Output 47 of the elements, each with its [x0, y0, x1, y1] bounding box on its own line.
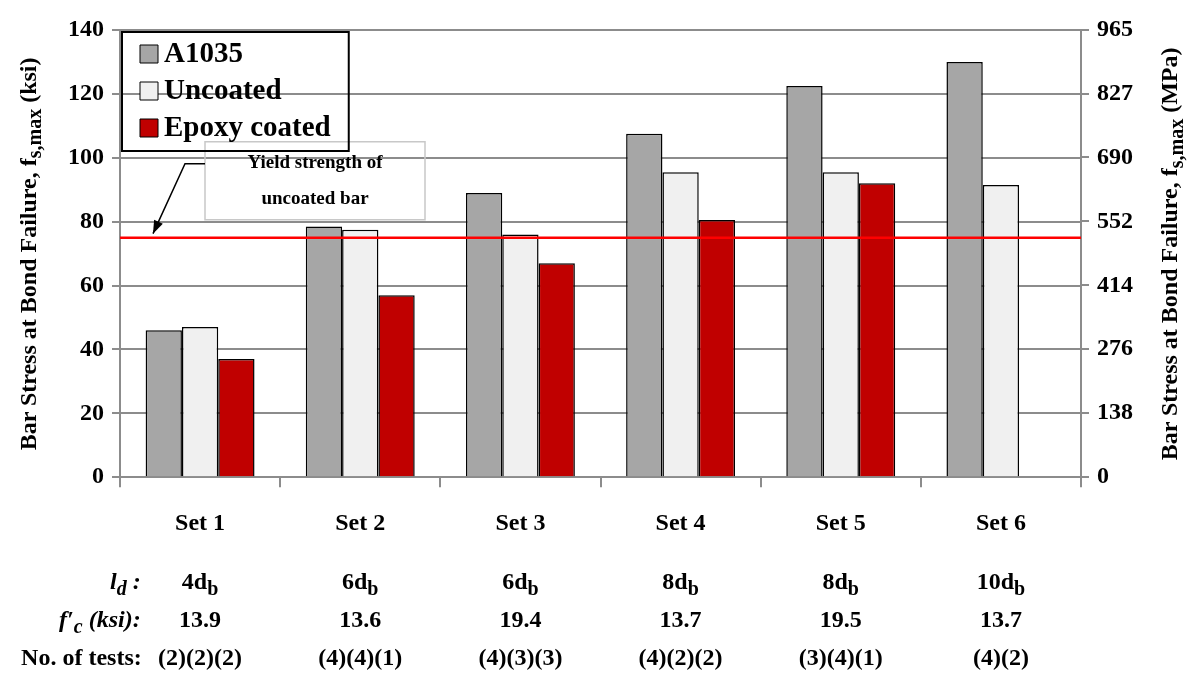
text: l$_{d}$ :: [110, 568, 141, 600]
text: (2)(2)(2): [158, 644, 243, 671]
text: 6d$_{b}$: [342, 568, 379, 600]
y2-tick-label: 276: [1097, 334, 1133, 361]
text: No. of tests:: [21, 644, 142, 671]
x-tick-label: Set 2: [335, 508, 386, 535]
y2-tick-label: 690: [1097, 142, 1133, 169]
legend-label: A1035: [164, 36, 243, 69]
text: 6d$_{b}$: [502, 568, 539, 600]
text: 13.7: [659, 606, 702, 633]
x-tick-label: Set 3: [495, 508, 546, 535]
legend-label: Uncoated: [164, 73, 282, 106]
text: 8d$_{b}$: [662, 568, 699, 600]
y2-tick-label: 965: [1097, 15, 1133, 42]
text: 13.7: [979, 606, 1022, 633]
y-tick-label: 20: [80, 398, 104, 425]
y2-tick-label: 414: [1097, 270, 1133, 297]
y2-tick-label: 138: [1097, 398, 1133, 425]
text: 19.4: [499, 606, 542, 633]
y-tick-label: 40: [80, 334, 104, 361]
legend-label: Epoxy coated: [164, 110, 331, 143]
y2-tick-label: 827: [1097, 79, 1133, 106]
x-tick-label: Set 1: [175, 508, 226, 535]
y-tick-label: 140: [68, 15, 104, 42]
y-tick-label: 120: [68, 79, 104, 106]
y-tick-label: 60: [80, 270, 104, 297]
text: 19.5: [819, 606, 862, 633]
x-tick-label: Set 4: [655, 508, 706, 535]
text: (4)(4)(1): [318, 644, 403, 671]
text: (4)(2)(2): [638, 644, 723, 671]
text: 8d$_{b}$: [822, 568, 859, 600]
text: 13.6: [339, 606, 382, 633]
text: f′$_{c}$ (ksi):: [59, 606, 141, 638]
y-tick-label: 100: [68, 142, 104, 169]
x-tick-label: Set 5: [815, 508, 866, 535]
x-tick-label: Set 6: [975, 508, 1026, 535]
text: 13.9: [179, 606, 222, 633]
text: (4)(2): [972, 644, 1029, 671]
y2-tick-label: 0: [1097, 462, 1109, 489]
ref-line-label: Yield strength of uncoated bar: [247, 150, 384, 208]
y2-tick-label: 552: [1097, 206, 1133, 233]
text: 10d$_{b}$: [976, 568, 1026, 600]
y-tick-label: 80: [80, 206, 104, 233]
text: 4d$_{b}$: [181, 568, 219, 600]
text: (3)(4)(1): [798, 644, 883, 671]
text: (4)(3)(3): [478, 644, 563, 671]
y-tick-label: 0: [92, 462, 104, 489]
